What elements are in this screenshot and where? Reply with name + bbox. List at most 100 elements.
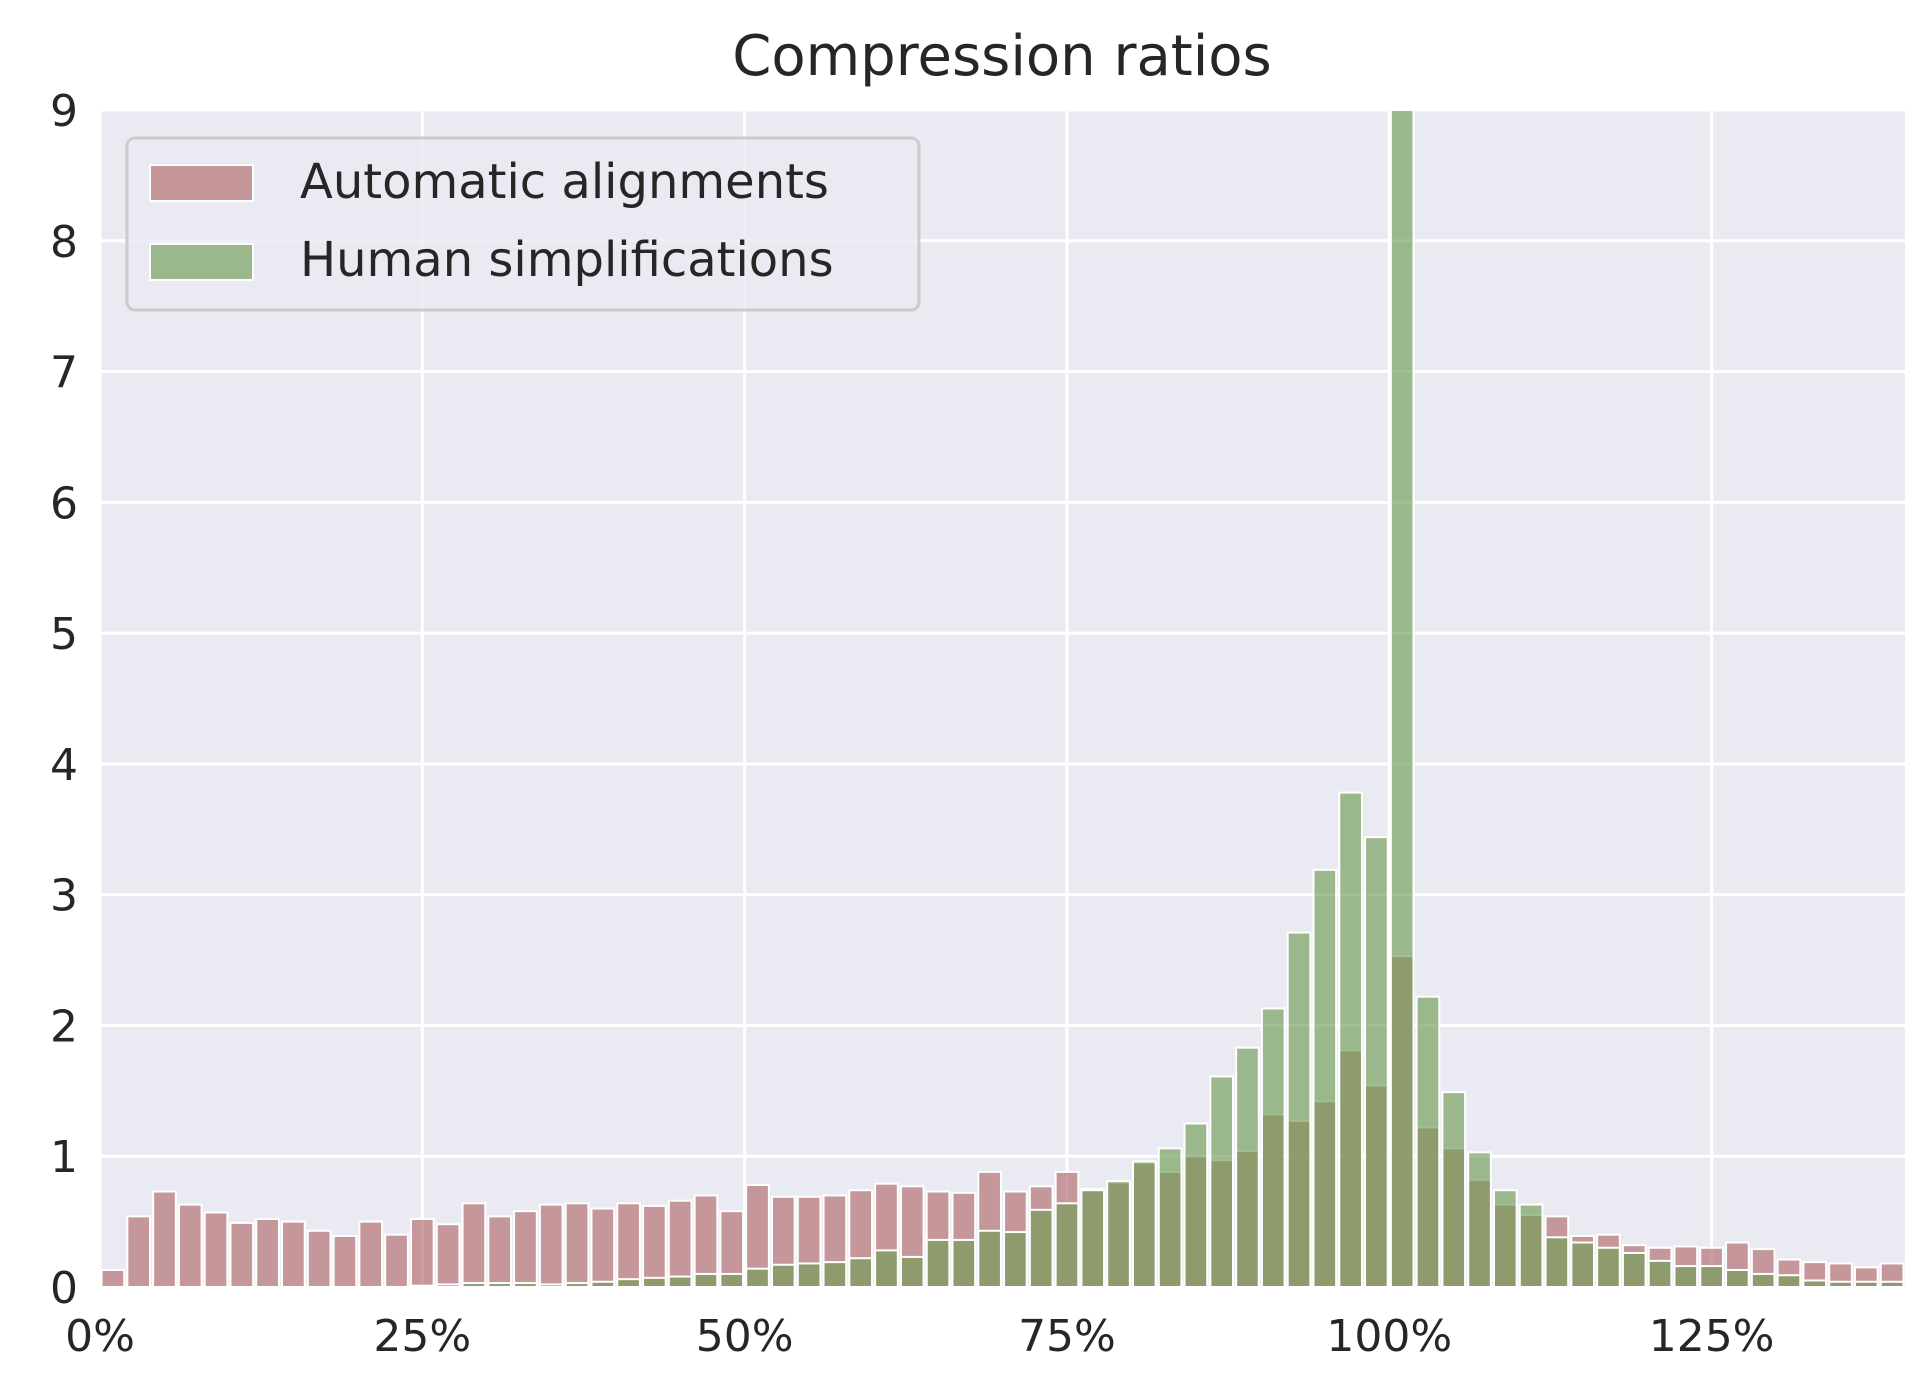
bar-human-simplifications: [642, 1276, 667, 1289]
bar-automatic-alignments: [281, 1220, 306, 1288]
bar-human-simplifications: [1879, 1280, 1905, 1289]
bar-human-simplifications: [1725, 1268, 1750, 1289]
bar-automatic-alignments: [152, 1190, 177, 1289]
bar-human-simplifications: [667, 1275, 693, 1288]
bar-human-simplifications: [719, 1272, 745, 1289]
bar-human-simplifications: [745, 1267, 770, 1289]
bar-human-simplifications: [1209, 1075, 1235, 1288]
bar-human-simplifications: [1003, 1231, 1028, 1289]
legend-label-human-simplifications: Human simplifications: [300, 232, 834, 288]
bar-human-simplifications: [435, 1283, 461, 1288]
y-tick-label: 7: [50, 348, 78, 399]
bar-human-simplifications: [1106, 1180, 1131, 1288]
bar-automatic-alignments: [487, 1215, 513, 1289]
bar-human-simplifications: [1647, 1259, 1673, 1289]
bar-human-simplifications: [770, 1263, 796, 1289]
bar-human-simplifications: [1157, 1147, 1183, 1289]
bar-human-simplifications: [1286, 931, 1312, 1288]
y-tick-label: 1: [50, 1132, 78, 1183]
bar-human-simplifications: [1750, 1272, 1776, 1289]
bar-automatic-alignments: [177, 1203, 203, 1288]
y-tick-label: 4: [50, 740, 78, 791]
bar-human-simplifications: [616, 1278, 641, 1288]
bar-human-simplifications: [693, 1272, 719, 1289]
bar-human-simplifications: [1364, 836, 1389, 1288]
bar-automatic-alignments: [203, 1211, 229, 1288]
bar-automatic-alignments: [229, 1221, 255, 1289]
bar-automatic-alignments: [255, 1217, 280, 1289]
y-tick-label: 9: [50, 86, 78, 137]
bar-human-simplifications: [1338, 791, 1363, 1288]
bar-automatic-alignments: [642, 1204, 667, 1288]
y-tick-label: 6: [50, 478, 78, 529]
bar-automatic-alignments: [384, 1233, 409, 1288]
y-tick-label: 8: [50, 217, 78, 268]
bar-human-simplifications: [951, 1238, 977, 1289]
bar-automatic-alignments: [590, 1207, 616, 1288]
x-tick-label: 25%: [373, 1311, 471, 1362]
bar-human-simplifications: [590, 1280, 616, 1289]
x-tick-label: 75%: [1018, 1311, 1116, 1362]
bar-human-simplifications: [1389, 109, 1415, 1288]
y-tick-label: 2: [50, 1001, 78, 1052]
bar-automatic-alignments: [667, 1199, 693, 1288]
bar-automatic-alignments: [461, 1202, 487, 1289]
bar-human-simplifications: [564, 1282, 590, 1288]
bar-automatic-alignments: [435, 1223, 461, 1289]
bar-automatic-alignments: [564, 1202, 590, 1289]
bar-human-simplifications: [848, 1257, 874, 1288]
bar-human-simplifications: [899, 1255, 925, 1289]
x-tick-label: 125%: [1649, 1311, 1775, 1362]
bar-human-simplifications: [1467, 1151, 1492, 1288]
y-tick-label: 0: [50, 1263, 78, 1314]
bar-human-simplifications: [1131, 1160, 1157, 1289]
bar-automatic-alignments: [538, 1203, 564, 1288]
bar-human-simplifications: [1673, 1265, 1699, 1289]
bar-human-simplifications: [1570, 1241, 1596, 1288]
bar-human-simplifications: [487, 1282, 513, 1288]
bar-human-simplifications: [1260, 1007, 1286, 1289]
bar-human-simplifications: [1518, 1203, 1544, 1288]
bar-human-simplifications: [1312, 868, 1338, 1289]
x-tick-label: 50%: [696, 1311, 794, 1362]
x-tick-labels: 0% 25% 50% 75% 100% 125%: [65, 1311, 1774, 1362]
series-human-simplifications: [409, 109, 1905, 1289]
bar-human-simplifications: [1544, 1236, 1570, 1288]
bar-human-simplifications: [1183, 1122, 1209, 1289]
bar-automatic-alignments: [100, 1268, 126, 1289]
y-tick-label: 5: [50, 609, 78, 660]
bar-human-simplifications: [1492, 1189, 1518, 1289]
bar-human-simplifications: [1621, 1251, 1647, 1289]
bar-human-simplifications: [538, 1283, 564, 1288]
x-tick-label: 100%: [1326, 1311, 1452, 1362]
bar-human-simplifications: [1054, 1202, 1080, 1289]
y-tick-label: 3: [50, 871, 78, 922]
bar-human-simplifications: [925, 1238, 951, 1289]
legend-swatch-human-simplifications: [149, 243, 254, 281]
legend-swatch-automatic-alignments: [149, 164, 254, 202]
bar-human-simplifications: [822, 1261, 848, 1288]
bar-automatic-alignments: [616, 1202, 641, 1289]
bar-human-simplifications: [1776, 1274, 1802, 1288]
bar-human-simplifications: [874, 1249, 899, 1288]
bar-human-simplifications: [796, 1262, 822, 1288]
bar-human-simplifications: [1699, 1265, 1724, 1289]
bar-automatic-alignments: [358, 1220, 384, 1288]
y-tick-labels: 0 1 2 3 4 5 6 7 8 9: [50, 86, 78, 1314]
bar-automatic-alignments: [126, 1215, 152, 1289]
bar-human-simplifications: [1853, 1280, 1879, 1289]
bar-human-simplifications: [1441, 1091, 1467, 1288]
bar-automatic-alignments: [409, 1217, 435, 1289]
bar-human-simplifications: [1080, 1189, 1106, 1289]
bar-human-simplifications: [1415, 995, 1441, 1288]
chart-title: Compression ratios: [732, 24, 1271, 89]
bar-human-simplifications: [1596, 1246, 1621, 1289]
legend: Automatic alignments Human simplificatio…: [125, 136, 921, 312]
bar-human-simplifications: [1235, 1046, 1260, 1288]
bar-automatic-alignments: [332, 1234, 358, 1289]
legend-label-automatic-alignments: Automatic alignments: [300, 154, 829, 210]
bar-human-simplifications: [409, 1284, 435, 1289]
bar-human-simplifications: [1802, 1279, 1828, 1288]
bar-human-simplifications: [977, 1229, 1002, 1288]
